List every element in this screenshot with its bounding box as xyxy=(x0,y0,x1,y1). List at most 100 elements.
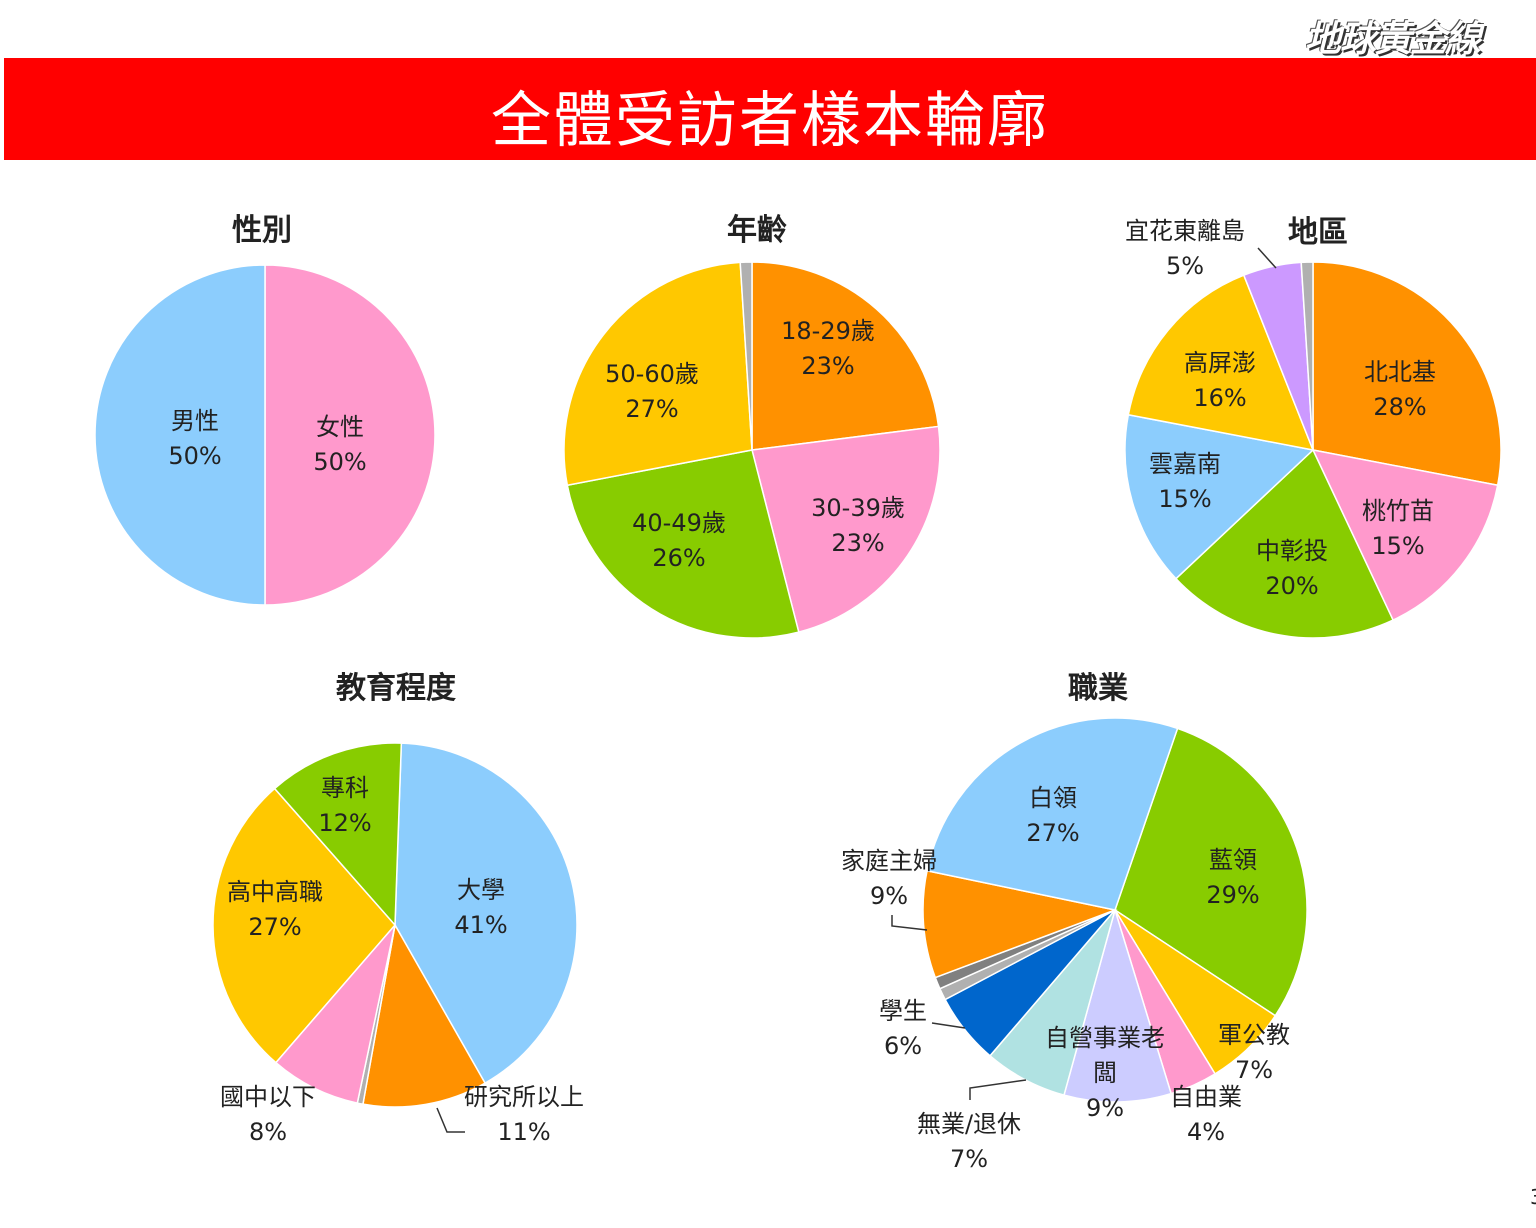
leader-line xyxy=(436,1107,465,1133)
slice-label-graduate: 研究所以上 11% xyxy=(464,1080,584,1150)
label-text: 桃竹苗 xyxy=(1362,497,1434,525)
label-value: 29% xyxy=(1206,881,1260,909)
slice-label-high-school: 高中高職 27% xyxy=(227,875,323,945)
slice-label-yunlin: 雲嘉南 15% xyxy=(1149,447,1221,517)
page-number: 3 xyxy=(1530,1185,1536,1209)
pie-slice xyxy=(273,742,403,927)
chart-title-education: 教育程度 xyxy=(336,671,456,706)
label-text: 高中高職 xyxy=(227,878,323,906)
label-text: 50-60歲 xyxy=(605,360,699,388)
pie-slice xyxy=(926,717,1179,911)
slice-label-white-collar: 白領 27% xyxy=(1026,781,1079,851)
chart-title-age: 年齡 xyxy=(727,213,787,248)
label-text: 男性 xyxy=(171,407,219,435)
label-text: 高屏澎 xyxy=(1184,349,1256,377)
leader-line xyxy=(931,1022,966,1029)
slice-label-40-49: 40-49歲 26% xyxy=(632,506,726,576)
label-value: 50% xyxy=(168,442,222,470)
pie-slice xyxy=(563,261,753,487)
pie-1 xyxy=(563,261,941,639)
label-text: 學生 xyxy=(879,997,927,1025)
label-text: 國中以下 xyxy=(220,1083,316,1111)
label-text: 研究所以上 xyxy=(464,1083,584,1111)
slice-label-civil-servant: 軍公教 7% xyxy=(1218,1018,1290,1088)
label-text: 30-39歲 xyxy=(811,494,905,522)
label-value: 27% xyxy=(625,395,679,423)
pie-slice xyxy=(94,264,266,606)
label-value: 15% xyxy=(1158,485,1212,513)
pie-slice xyxy=(362,922,487,1108)
slice-label-freelance: 自由業 4% xyxy=(1170,1080,1242,1150)
label-value: 23% xyxy=(801,352,855,380)
slice-label-south: 高屏澎 16% xyxy=(1184,346,1256,416)
label-value: 4% xyxy=(1186,1118,1226,1146)
pie-slice xyxy=(1174,448,1395,639)
label-text: 40-49歲 xyxy=(632,509,726,537)
slice-label-50-60: 50-60歲 27% xyxy=(605,357,699,427)
label-text: 家庭主婦 xyxy=(841,847,937,875)
pie-slice xyxy=(922,869,1118,979)
label-value: 7% xyxy=(1234,1056,1274,1084)
label-text: 無業/退休 xyxy=(916,1110,1022,1138)
pie-slice xyxy=(1114,727,1308,1017)
pie-slice xyxy=(1063,907,1173,1103)
label-value: 12% xyxy=(318,809,372,837)
slice-label-18-29: 18-29歲 23% xyxy=(781,314,875,384)
label-value: 26% xyxy=(652,544,706,572)
slice-label-university: 大學 41% xyxy=(454,873,507,943)
pie-slice xyxy=(394,742,578,1085)
pie-2 xyxy=(1124,261,1502,639)
label-text: 藍領 xyxy=(1209,846,1257,874)
label-text: 自營事業老闆 xyxy=(1045,1024,1165,1087)
pie-slice xyxy=(1312,261,1502,487)
pie-slice xyxy=(212,787,396,1064)
pie-0 xyxy=(94,264,436,606)
label-value: 23% xyxy=(831,529,885,557)
slice-label-north: 北北基 28% xyxy=(1364,355,1436,425)
pie-slice xyxy=(1124,413,1315,580)
pie-slice xyxy=(1127,274,1315,451)
label-value: 15% xyxy=(1371,532,1425,560)
pie-slice xyxy=(566,449,800,639)
slice-label-east: 宜花東離島 5% xyxy=(1125,214,1245,284)
pie-slice xyxy=(264,264,436,606)
pie-slice xyxy=(274,924,396,1104)
label-text: 大學 xyxy=(457,876,505,904)
label-value: 16% xyxy=(1193,384,1247,412)
label-text: 18-29歲 xyxy=(781,317,875,345)
label-value: 5% xyxy=(1165,252,1205,280)
slice-label-junior-high: 國中以下 8% xyxy=(220,1080,316,1150)
pie-4 xyxy=(922,717,1308,1103)
pie-slice xyxy=(739,261,753,451)
label-value: 27% xyxy=(248,913,302,941)
leader-line xyxy=(1257,247,1277,269)
leader-line xyxy=(891,915,928,931)
chart-title-region: 地區 xyxy=(1288,215,1348,250)
slice-label-unemployed: 無業/退休 7% xyxy=(917,1107,1021,1177)
label-text: 雲嘉南 xyxy=(1149,450,1221,478)
slice-label-housewife: 家庭主婦 9% xyxy=(841,844,937,914)
slice-label-30-39: 30-39歲 23% xyxy=(811,491,905,561)
slice-label-blue-collar: 藍領 29% xyxy=(1206,843,1259,913)
label-value: 9% xyxy=(1085,1094,1125,1122)
page-title: 全體受訪者樣本輪廓 xyxy=(491,86,1049,156)
slice-label-taoyuan: 桃竹苗 15% xyxy=(1362,494,1434,564)
slice-label-central: 中彰投 20% xyxy=(1256,534,1328,604)
leader-lines xyxy=(436,247,1277,1133)
label-value: 11% xyxy=(497,1118,551,1146)
label-text: 宜花東離島 xyxy=(1125,217,1245,245)
label-value: 27% xyxy=(1026,819,1080,847)
slice-label-student: 學生 6% xyxy=(879,994,927,1064)
label-value: 8% xyxy=(248,1118,288,1146)
chart-title-gender: 性別 xyxy=(232,213,292,248)
label-text: 軍公教 xyxy=(1218,1021,1290,1049)
label-value: 9% xyxy=(869,882,909,910)
label-text: 北北基 xyxy=(1364,358,1436,386)
chart-title-occupation: 職業 xyxy=(1068,671,1128,706)
slice-label-self-employed: 自營事業老闆 9% xyxy=(1035,1021,1175,1126)
label-value: 50% xyxy=(313,448,367,476)
pie-slice xyxy=(751,425,941,634)
label-value: 7% xyxy=(949,1145,989,1173)
leader-line xyxy=(969,1079,1027,1100)
